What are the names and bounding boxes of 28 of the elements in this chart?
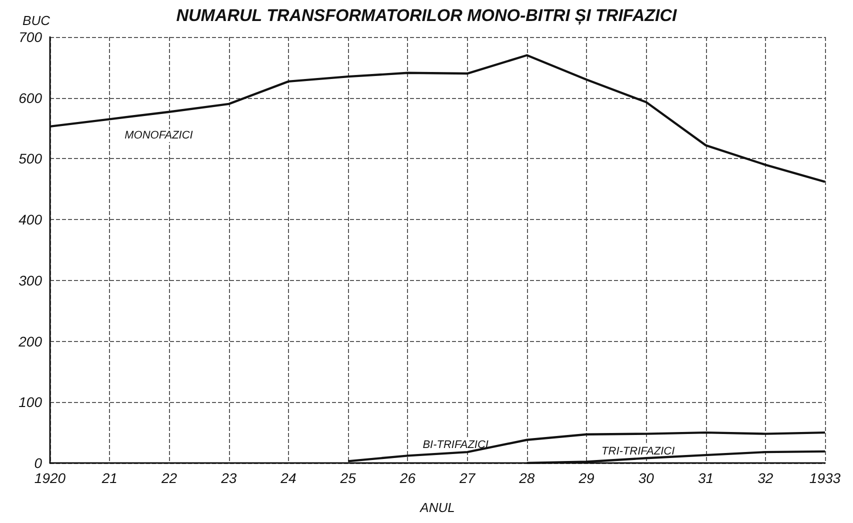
y-tick-label: 100 — [18, 394, 42, 410]
x-tick-label: 31 — [698, 470, 714, 486]
x-tick-label: 1933 — [809, 470, 841, 486]
y-tick-label: 700 — [18, 29, 42, 45]
x-tick-label: 23 — [220, 470, 237, 486]
x-tick-label: 24 — [280, 470, 296, 486]
y-tick-label: 600 — [18, 90, 42, 106]
y-axis-title: BUC — [22, 13, 51, 28]
x-tick-label: 28 — [518, 470, 535, 486]
x-tick-label: 25 — [339, 470, 356, 486]
y-tick-label: 400 — [18, 212, 42, 228]
x-tick-label: 22 — [160, 470, 178, 486]
y-tick-label: 300 — [18, 272, 42, 288]
x-tick-label: 30 — [638, 470, 654, 486]
x-tick-label: 29 — [578, 470, 595, 486]
y-tick-label: 500 — [18, 150, 42, 167]
y-tick-label: 0 — [34, 455, 42, 471]
y-tick-label: 200 — [18, 333, 42, 350]
chart-title: NUMARUL TRANSFORMATORILOR MONO-BITRI ȘI TRIFAZICI — [176, 6, 678, 25]
series-label: TRI-TRIFAZICI — [602, 445, 675, 458]
series-label: BI-TRIFAZICI — [422, 439, 488, 452]
x-tick-label: 32 — [758, 470, 774, 486]
x-tick-label: 1920 — [34, 470, 66, 486]
series-label: MONOFAZICI — [124, 130, 193, 142]
x-tick-label: 27 — [458, 470, 476, 486]
x-tick-label: 21 — [100, 470, 118, 486]
x-tick-label: 26 — [398, 470, 416, 486]
x-axis-title: ANUL — [419, 500, 455, 515]
